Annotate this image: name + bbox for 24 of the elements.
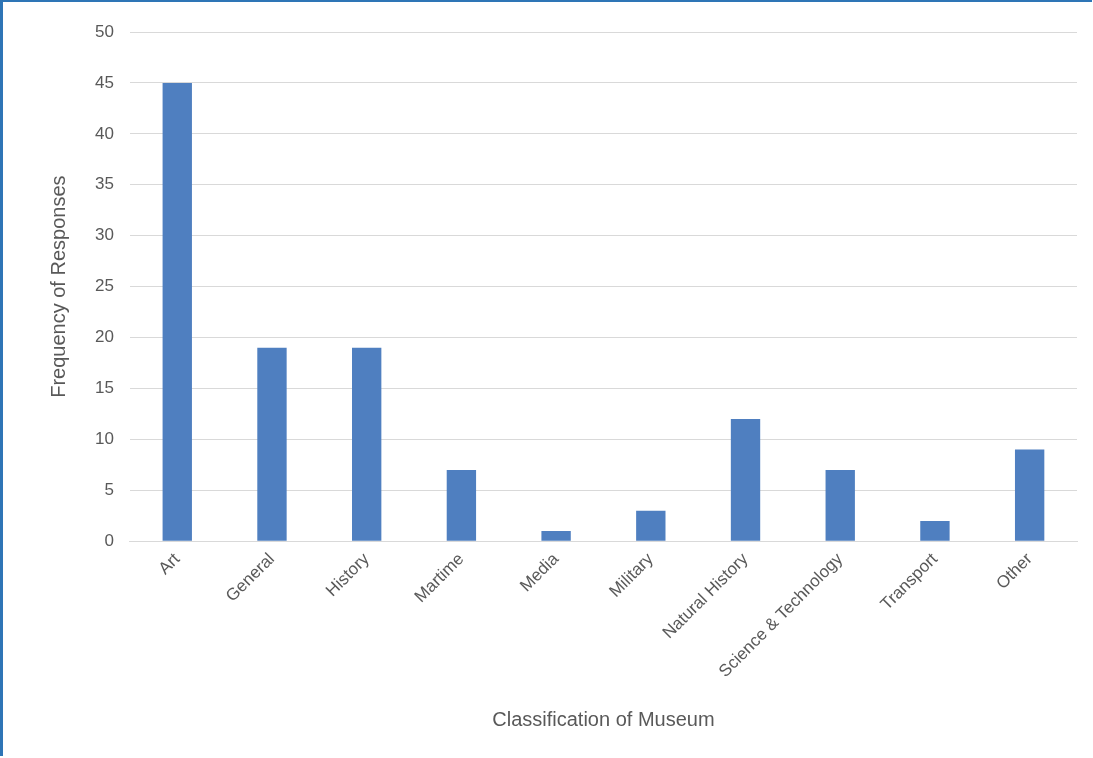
y-tick-label: 0 <box>104 530 114 550</box>
y-tick-label: 45 <box>94 72 114 92</box>
bar <box>446 470 477 541</box>
y-tick-label: 5 <box>104 480 114 500</box>
y-tick-label: 20 <box>94 327 114 347</box>
y-tick-label: 40 <box>94 123 114 143</box>
y-axis-title: Frequency of Responses <box>46 175 69 398</box>
bar <box>162 82 192 541</box>
bar <box>636 510 666 541</box>
x-tick-label: Art <box>154 549 184 579</box>
y-tick-label: 15 <box>94 378 114 398</box>
bar <box>825 470 855 541</box>
y-tick-label: 25 <box>94 276 114 296</box>
y-tick-label: 10 <box>94 429 114 449</box>
y-tick-label: 35 <box>94 174 114 194</box>
bar <box>730 419 761 541</box>
bar <box>352 347 382 541</box>
y-tick-label: 30 <box>94 225 114 245</box>
bar <box>920 520 950 541</box>
x-axis-title: Classification of Museum <box>492 707 715 730</box>
bar <box>1014 449 1045 541</box>
bar <box>541 531 571 541</box>
bar <box>257 347 287 541</box>
y-tick-label: 50 <box>94 21 114 41</box>
